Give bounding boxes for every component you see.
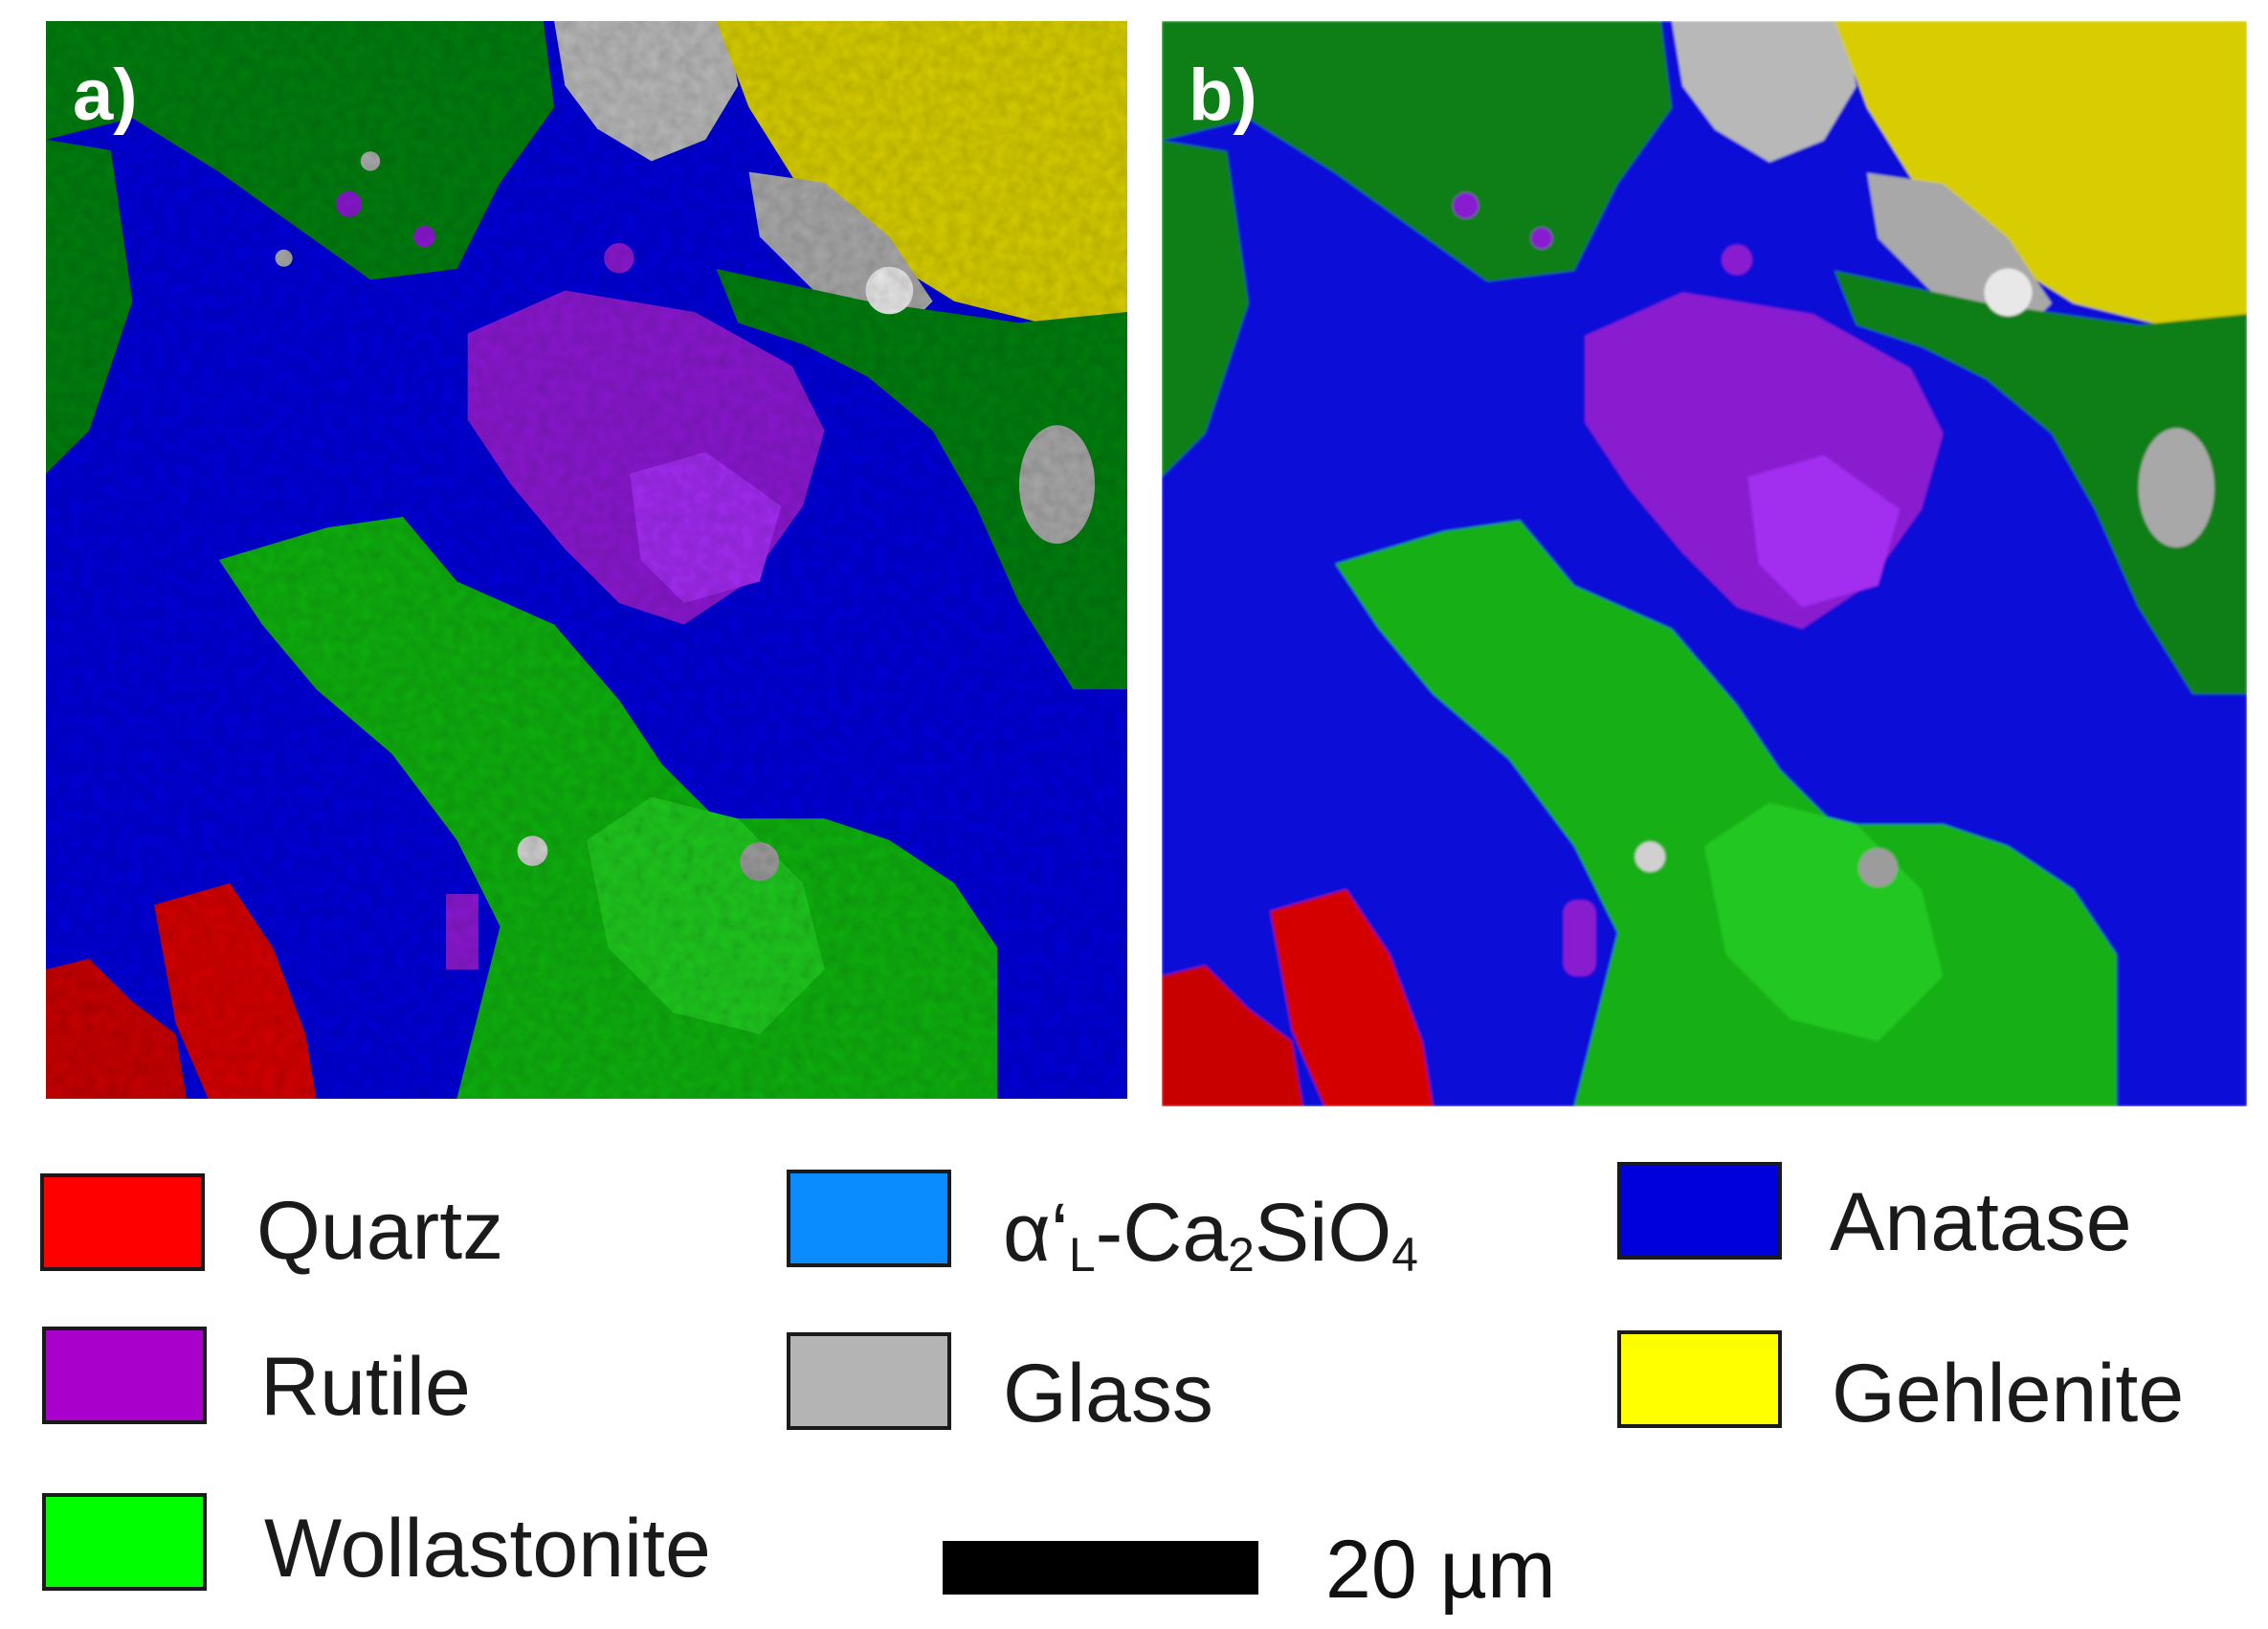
legend-swatch-wollastonite [42,1493,207,1591]
legend-label-glass: Glass [1003,1348,1213,1439]
phase-map-b-image [1162,21,2247,1106]
legend-swatch-anatase [1617,1162,1782,1260]
legend-swatch-glass [787,1332,951,1430]
legend-swatch-ca2sio4 [787,1170,951,1267]
panel-label-a: a) [73,55,138,136]
legend-label-quartz: Quartz [256,1185,504,1277]
legend-label-wollastonite: Wollastonite [264,1503,711,1595]
phase-map-a: a) [46,21,1127,1099]
legend-swatch-rutile [42,1327,207,1424]
legend-label-anatase: Anatase [1830,1176,2132,1268]
legend-label-rutile: Rutile [260,1341,471,1433]
legend-label-ca2sio4: α‘L-Ca2SiO4 [1003,1187,1419,1282]
phase-map-a-image [46,21,1127,1099]
scale-bar [943,1541,1258,1595]
legend-swatch-quartz [40,1173,205,1271]
legend-label-gehlenite: Gehlenite [1832,1348,2185,1439]
panel-label-b: b) [1189,55,1257,136]
scale-bar-label: 20 µm [1325,1524,1556,1616]
legend-swatch-gehlenite [1617,1330,1782,1428]
phase-map-b: b) [1162,21,2247,1106]
